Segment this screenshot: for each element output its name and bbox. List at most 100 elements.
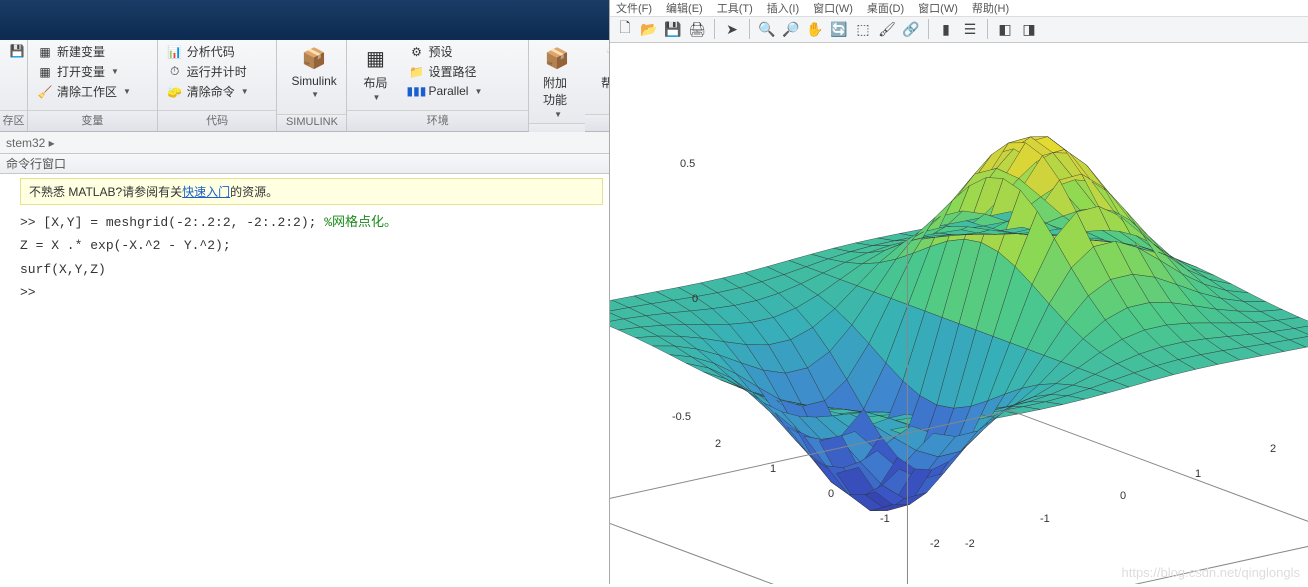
set-path-button[interactable]: 📁设置路径 xyxy=(405,62,485,81)
command-window-title: 命令行窗口 xyxy=(0,154,609,174)
z-tick: 0.5 xyxy=(680,158,695,170)
eraser-icon: 🧽 xyxy=(167,84,183,100)
code-line: Z = X .* exp(-X.^2 - Y.^2); xyxy=(20,234,603,257)
panel-icon: ◧ xyxy=(998,21,1011,38)
z-tick: 0 xyxy=(692,293,698,305)
group-label-variables: 变量 xyxy=(28,110,157,131)
code-line: >> [X,Y] = meshgrid(-2:.2:2, -2:.2:2); %… xyxy=(20,211,603,234)
label: Parallel xyxy=(428,84,468,98)
timer-icon: ⏱ xyxy=(167,64,183,80)
group-label-code: 代码 xyxy=(158,110,277,131)
chevron-down-icon: ▼ xyxy=(372,93,380,102)
hide-tools-button[interactable]: ◧ xyxy=(994,18,1016,40)
edit-plot-button[interactable]: ➤ xyxy=(721,18,743,40)
brush-icon: 🖌 xyxy=(878,21,896,38)
link-icon: 🔗 xyxy=(902,21,919,38)
analyze-icon: 📊 xyxy=(167,44,183,60)
group-label-env: 环境 xyxy=(347,110,528,131)
label: 清除命令 xyxy=(187,83,235,100)
label: Simulink xyxy=(291,74,336,88)
printer-icon: 🖨 xyxy=(688,21,706,38)
open-variable-button[interactable]: ▦打开变量 ▼ xyxy=(34,62,134,81)
comment: %网格点化。 xyxy=(324,215,397,230)
axes-3d[interactable]: 0.5 0 -0.5 2 1 0 -1 -2 -2 -1 0 1 2 https… xyxy=(610,43,1308,584)
menu-item[interactable]: 窗口(W) xyxy=(813,0,853,16)
new-figure-button[interactable]: 🗋 xyxy=(614,18,636,40)
new-variable-button[interactable]: ▦新建变量 xyxy=(34,42,134,61)
pan-button[interactable]: ✋ xyxy=(804,18,826,40)
dock-icon: ◨ xyxy=(1022,21,1035,38)
zoom-out-icon: 🔎 xyxy=(782,21,799,38)
prompt-line[interactable]: fx>> xyxy=(20,281,603,304)
surface-plot xyxy=(610,43,1308,584)
title-bar xyxy=(0,0,609,40)
z-tick: -0.5 xyxy=(672,411,691,423)
layout-button[interactable]: ▦ 布局 ▼ xyxy=(353,42,397,104)
menu-item[interactable]: 文件(F) xyxy=(616,0,652,16)
preferences-button[interactable]: ⚙预设 xyxy=(405,42,485,61)
help-button[interactable]: ❔ 帮助 xyxy=(591,42,609,93)
label: 新建变量 xyxy=(57,43,105,60)
clear-commands-button[interactable]: 🧽清除命令 ▼ xyxy=(164,82,252,101)
figure-window: 文件(F) 编辑(E) 工具(T) 插入(I) 窗口(W) 桌面(D) 窗口(W… xyxy=(610,0,1308,584)
x-tick: -2 xyxy=(930,538,940,550)
label: 运行并计时 xyxy=(187,63,247,80)
addons-icon: 📦 xyxy=(543,44,571,72)
new-icon: 🗋 xyxy=(619,17,630,41)
insert-legend-button[interactable]: ☰ xyxy=(959,18,981,40)
x-tick: -1 xyxy=(880,513,890,525)
save-ws-button[interactable]: 💾 xyxy=(6,42,28,60)
open-button[interactable]: 📂 xyxy=(638,18,660,40)
broom-icon: 🧹 xyxy=(37,84,53,100)
menu-item[interactable]: 帮助(H) xyxy=(972,0,1009,16)
breadcrumb[interactable]: stem32 ▸ xyxy=(0,132,609,154)
zoom-in-button[interactable]: 🔍 xyxy=(756,18,778,40)
grid-open-icon: ▦ xyxy=(37,64,53,80)
menu-item[interactable]: 窗口(W) xyxy=(918,0,958,16)
zoom-in-icon: 🔍 xyxy=(758,21,775,38)
simulink-button[interactable]: 📦 Simulink ▼ xyxy=(283,42,344,101)
rotate-button[interactable]: 🔄 xyxy=(828,18,850,40)
clear-workspace-button[interactable]: 🧹清除工作区▼ xyxy=(34,82,134,101)
help-icon: ❔ xyxy=(599,44,609,72)
chevron-down-icon: ▼ xyxy=(111,67,119,76)
chevron-down-icon: ▼ xyxy=(311,90,319,99)
save-button[interactable]: 💾 xyxy=(662,18,684,40)
analyze-code-button[interactable]: 📊分析代码 xyxy=(164,42,252,61)
matlab-main-window: 💾 存区 ▦新建变量 ▦打开变量 ▼ 🧹清除工作区▼ 变量 📊分析代码 ⏱运行并计… xyxy=(0,0,610,584)
menu-item[interactable]: 编辑(E) xyxy=(666,0,703,16)
menu-item[interactable]: 工具(T) xyxy=(717,0,753,16)
banner-prefix: 不熟悉 MATLAB?请参阅有关 xyxy=(29,185,182,199)
run-and-time-button[interactable]: ⏱运行并计时 xyxy=(164,62,252,81)
label: 帮助 xyxy=(601,74,609,91)
dock-button[interactable]: ◨ xyxy=(1018,18,1040,40)
zoom-out-button[interactable]: 🔎 xyxy=(780,18,802,40)
banner-suffix: 的资源。 xyxy=(230,185,278,199)
group-label-left: 存区 xyxy=(0,110,27,131)
link-button[interactable]: 🔗 xyxy=(900,18,922,40)
command-window[interactable]: >> [X,Y] = meshgrid(-2:.2:2, -2:.2:2); %… xyxy=(0,211,609,584)
insert-colorbar-button[interactable]: ▮ xyxy=(935,18,957,40)
grid-plus-icon: ▦ xyxy=(37,44,53,60)
x-tick: 1 xyxy=(770,463,776,475)
chevron-down-icon: ▼ xyxy=(554,110,562,119)
simulink-icon: 📦 xyxy=(300,44,328,72)
disk-icon: 💾 xyxy=(664,21,681,38)
code-line: surf(X,Y,Z) xyxy=(20,258,603,281)
quick-start-link[interactable]: 快速入门 xyxy=(182,185,230,199)
menu-item[interactable]: 插入(I) xyxy=(767,0,799,16)
addons-button[interactable]: 📦 附加功能 ▼ xyxy=(535,42,579,121)
brush-button[interactable]: 🖌 xyxy=(876,18,898,40)
disk-icon: 💾 xyxy=(9,43,25,59)
colorbar-icon: ▮ xyxy=(942,21,950,38)
parallel-button[interactable]: ▮▮▮Parallel▼ xyxy=(405,82,485,100)
menu-item[interactable]: 桌面(D) xyxy=(867,0,904,16)
label: 打开变量 xyxy=(57,63,105,80)
print-button[interactable]: 🖨 xyxy=(686,18,708,40)
legend-icon: ☰ xyxy=(964,21,977,38)
ribbon: 💾 存区 ▦新建变量 ▦打开变量 ▼ 🧹清除工作区▼ 变量 📊分析代码 ⏱运行并计… xyxy=(0,40,609,132)
datatip-icon: ⬚ xyxy=(856,21,869,38)
data-cursor-button[interactable]: ⬚ xyxy=(852,18,874,40)
label: 布局 xyxy=(363,74,387,91)
chevron-down-icon: ▼ xyxy=(241,87,249,96)
